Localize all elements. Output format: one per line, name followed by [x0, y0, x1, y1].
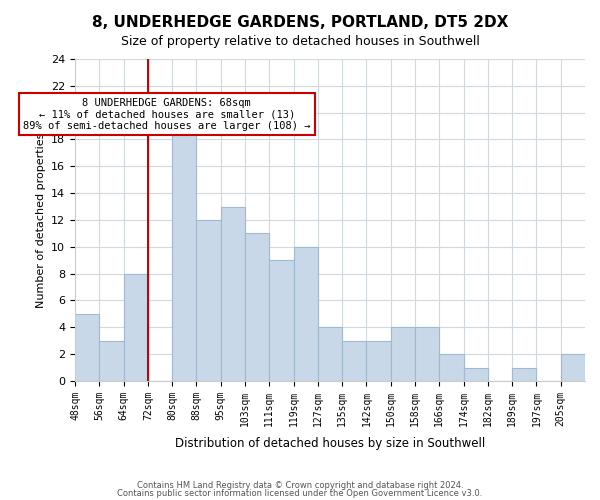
Bar: [415, 328, 439, 381]
Y-axis label: Number of detached properties: Number of detached properties: [35, 132, 46, 308]
Bar: [367, 340, 391, 381]
Bar: [391, 328, 415, 381]
Bar: [512, 368, 536, 381]
Text: Contains public sector information licensed under the Open Government Licence v3: Contains public sector information licen…: [118, 488, 482, 498]
Text: Size of property relative to detached houses in Southwell: Size of property relative to detached ho…: [121, 35, 479, 48]
Bar: [464, 368, 488, 381]
Bar: [221, 206, 245, 381]
Bar: [172, 126, 196, 381]
Bar: [245, 234, 269, 381]
Bar: [124, 274, 148, 381]
Bar: [293, 247, 318, 381]
Bar: [269, 260, 293, 381]
Bar: [100, 340, 124, 381]
Bar: [561, 354, 585, 381]
Text: 8 UNDERHEDGE GARDENS: 68sqm
← 11% of detached houses are smaller (13)
89% of sem: 8 UNDERHEDGE GARDENS: 68sqm ← 11% of det…: [23, 98, 311, 131]
Bar: [196, 220, 221, 381]
Bar: [75, 314, 100, 381]
Bar: [342, 340, 367, 381]
X-axis label: Distribution of detached houses by size in Southwell: Distribution of detached houses by size …: [175, 437, 485, 450]
Bar: [318, 328, 342, 381]
Bar: [439, 354, 464, 381]
Text: 8, UNDERHEDGE GARDENS, PORTLAND, DT5 2DX: 8, UNDERHEDGE GARDENS, PORTLAND, DT5 2DX: [92, 15, 508, 30]
Text: Contains HM Land Registry data © Crown copyright and database right 2024.: Contains HM Land Registry data © Crown c…: [137, 481, 463, 490]
